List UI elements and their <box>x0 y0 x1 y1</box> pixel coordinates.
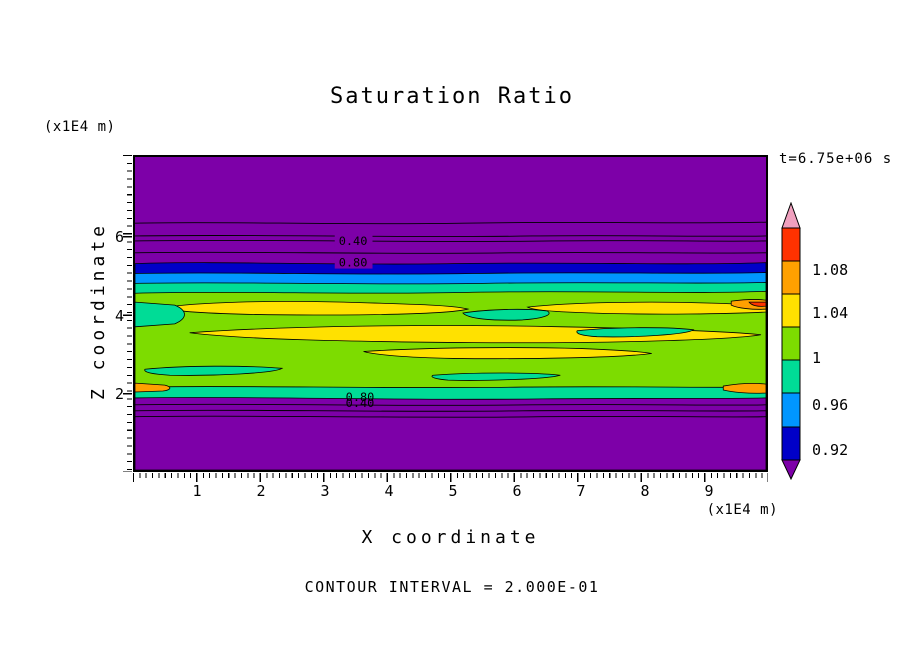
y-tick-label: 4 <box>114 307 124 325</box>
x-tick-label: 5 <box>448 482 458 500</box>
x-tick-label: 8 <box>640 482 650 500</box>
colorbar <box>781 202 801 480</box>
upper-contour-lines <box>135 221 766 254</box>
yellow-streak <box>363 347 652 360</box>
y-tick-label: 6 <box>114 228 124 246</box>
orange-spot <box>722 383 766 394</box>
contour-value-labels: 0.40 0.80 0.80 0.40 <box>334 234 375 410</box>
contour-label-040-lower: 0.40 <box>346 396 375 410</box>
hot-spots <box>135 299 766 394</box>
colorbar-block-blue <box>781 392 801 428</box>
contour-label-080-upper: 0.80 <box>339 256 368 270</box>
yellow-streak <box>159 301 470 316</box>
contour-label-080-lower: 0.80 <box>346 390 375 404</box>
colorbar-block-orange <box>781 260 801 295</box>
colorbar-tick-label: 0.92 <box>812 441 849 459</box>
time-annotation: t=6.75e+06 s <box>779 151 893 167</box>
colorbar-tick-label: 0.96 <box>812 396 849 414</box>
x-tick-label: 1 <box>192 482 202 500</box>
spring-patches <box>135 301 695 381</box>
x-tick-label: 4 <box>384 482 394 500</box>
y-axis-major-ticks <box>123 155 132 472</box>
colorbar-under-arrow <box>781 459 801 480</box>
yellow-streak <box>526 301 766 315</box>
colorbar-tick-label: 1.08 <box>812 261 849 279</box>
colorbar-over-arrow <box>781 202 801 229</box>
colorbar-block-yellow <box>781 293 801 328</box>
red-spot <box>748 301 766 307</box>
colorbar-block-red <box>781 227 801 262</box>
x-axis-major-ticks <box>133 473 768 482</box>
y-axis-title: Z coordinate <box>88 221 109 401</box>
y-tick-label: 2 <box>114 385 124 403</box>
spring-patch <box>462 308 550 321</box>
y-axis-units-label: (x1E4 m) <box>44 119 116 135</box>
orange-spot <box>135 382 171 393</box>
chart-title: Saturation Ratio <box>330 84 574 109</box>
colorbar-block-navy <box>781 426 801 461</box>
x-tick-label: 2 <box>256 482 266 500</box>
colorbar-tick-label: 1 <box>812 349 822 367</box>
colorbar-tick-label: 1.04 <box>812 304 849 322</box>
contour-field: 0.40 0.80 0.80 0.40 <box>135 157 766 470</box>
plot-area: 0.40 0.80 0.80 0.40 <box>133 155 768 472</box>
x-tick-label: 3 <box>320 482 330 500</box>
colorbar-block-spring <box>781 359 801 394</box>
x-tick-label: 6 <box>512 482 522 500</box>
x-tick-label: 9 <box>704 482 714 500</box>
x-axis-units-label: (x1E4 m) <box>706 502 778 518</box>
contour-label-040-upper: 0.40 <box>339 234 368 248</box>
spring-patch <box>144 365 284 376</box>
x-axis-title: X coordinate <box>361 527 540 548</box>
lower-contour-lines <box>135 403 766 418</box>
spring-patch <box>576 327 695 338</box>
contour-interval-caption: CONTOUR INTERVAL = 2.000E-01 <box>304 578 600 596</box>
x-tick-label: 7 <box>576 482 586 500</box>
purple-bottom <box>135 397 766 470</box>
spring-patch <box>135 301 185 328</box>
colorbar-block-green <box>781 326 801 361</box>
spring-patch <box>431 372 561 381</box>
